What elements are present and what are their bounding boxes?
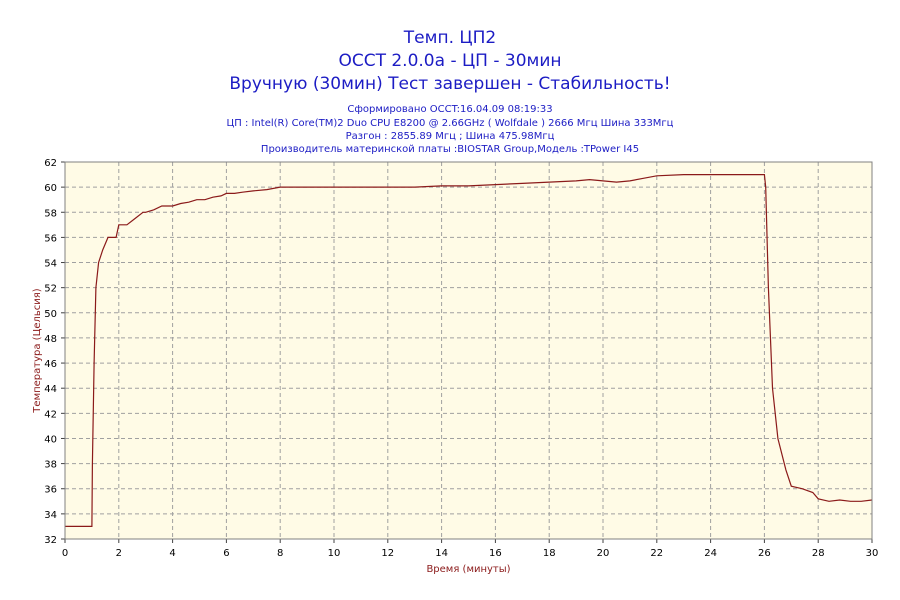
y-tick-label: 58 (44, 208, 57, 219)
chart-title-line-1: Темп. ЦП2 (403, 28, 497, 48)
x-axis-label: Время (минуты) (426, 564, 510, 575)
info-cpu-line: ЦП : Intel(R) Core(TM)2 Duo CPU E8200 @ … (226, 118, 674, 129)
info-overclock-line: Разгон : 2855.89 Мгц ; Шина 475.98Мгц (345, 131, 555, 142)
plot-frame (64, 161, 873, 540)
y-tick-label: 56 (44, 233, 57, 244)
y-tick-label: 48 (44, 334, 57, 345)
y-axis-label: Температура (Цельсия) (32, 288, 43, 413)
y-tick-label: 50 (44, 309, 57, 320)
x-tick-label: 18 (543, 548, 556, 559)
x-tick-label: 20 (597, 548, 610, 559)
y-tick-label: 34 (44, 510, 57, 521)
x-tick-label: 30 (866, 548, 879, 559)
y-tick-label: 44 (44, 384, 57, 395)
x-tick-label: 6 (223, 548, 229, 559)
series-line (65, 174, 873, 528)
chart-title-line-2: OCCT 2.0.0a - ЦП - 30мин (338, 51, 562, 71)
x-tick-label: 12 (381, 548, 394, 559)
x-tick-label: 22 (650, 548, 663, 559)
x-tick-label: 16 (489, 548, 502, 559)
info-motherboard-line: Производитель материнской платы :BIOSTAR… (260, 144, 640, 155)
y-tick-label: 40 (44, 434, 57, 445)
x-tick-label: 8 (277, 548, 283, 559)
x-tick-label: 26 (758, 548, 771, 559)
x-tick-label: 24 (704, 548, 717, 559)
grid-lines (65, 162, 872, 539)
y-tick-label: 46 (44, 359, 57, 370)
x-tick-label: 10 (328, 548, 341, 559)
y-tick-label: 36 (44, 485, 57, 496)
x-tick-label: 28 (812, 548, 825, 559)
x-tick-label: 14 (435, 548, 448, 559)
y-tick-label: 62 (44, 158, 57, 169)
plot-area (65, 162, 872, 539)
x-tick-label: 4 (169, 548, 175, 559)
y-tick-label: 38 (44, 460, 57, 471)
chart-title-line-3: Вручную (30мин) Тест завершен - Стабильн… (229, 74, 671, 94)
y-tick-label: 54 (44, 259, 57, 270)
info-generated-line: Сформировано OCCT:16.04.09 08:19:33 (347, 104, 553, 115)
x-tick-label: 2 (116, 548, 122, 559)
y-tick-label: 60 (44, 183, 57, 194)
axis-ticks: 0 2 4 6 8 10 12 14 16 18 20 22 24 26 28 303234363840424… (44, 158, 878, 559)
y-tick-label: 42 (44, 409, 57, 420)
y-tick-label: 32 (44, 535, 57, 546)
y-tick-label: 52 (44, 284, 57, 295)
x-tick-label: 0 (62, 548, 68, 559)
